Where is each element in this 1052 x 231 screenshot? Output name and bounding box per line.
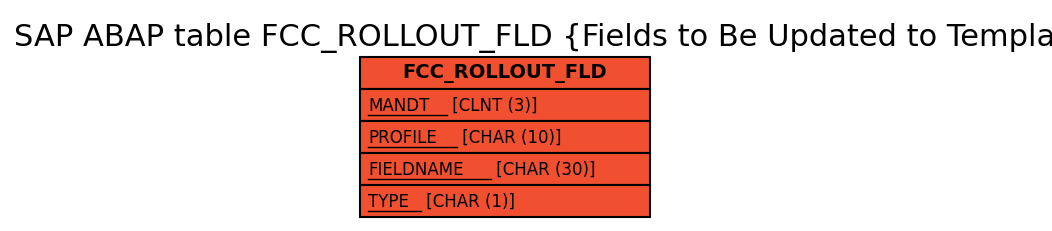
Text: FCC_ROLLOUT_FLD: FCC_ROLLOUT_FLD: [403, 64, 607, 83]
Text: [CLNT (3)]: [CLNT (3)]: [447, 97, 538, 115]
Bar: [360, 153, 650, 185]
Text: FIELDNAME: FIELDNAME: [368, 160, 464, 178]
Text: MANDT: MANDT: [368, 97, 429, 115]
Bar: [360, 58, 650, 90]
Bar: [360, 90, 650, 122]
Bar: [360, 185, 650, 217]
Text: SAP ABAP table FCC_ROLLOUT_FLD {Fields to Be Updated to Templates}: SAP ABAP table FCC_ROLLOUT_FLD {Fields t…: [14, 23, 1052, 53]
Text: TYPE: TYPE: [368, 192, 409, 210]
Bar: [360, 122, 650, 153]
Text: [CHAR (1)]: [CHAR (1)]: [421, 192, 514, 210]
Text: [CHAR (30)]: [CHAR (30)]: [491, 160, 595, 178]
Text: [CHAR (10)]: [CHAR (10)]: [457, 128, 561, 146]
Text: PROFILE: PROFILE: [368, 128, 437, 146]
